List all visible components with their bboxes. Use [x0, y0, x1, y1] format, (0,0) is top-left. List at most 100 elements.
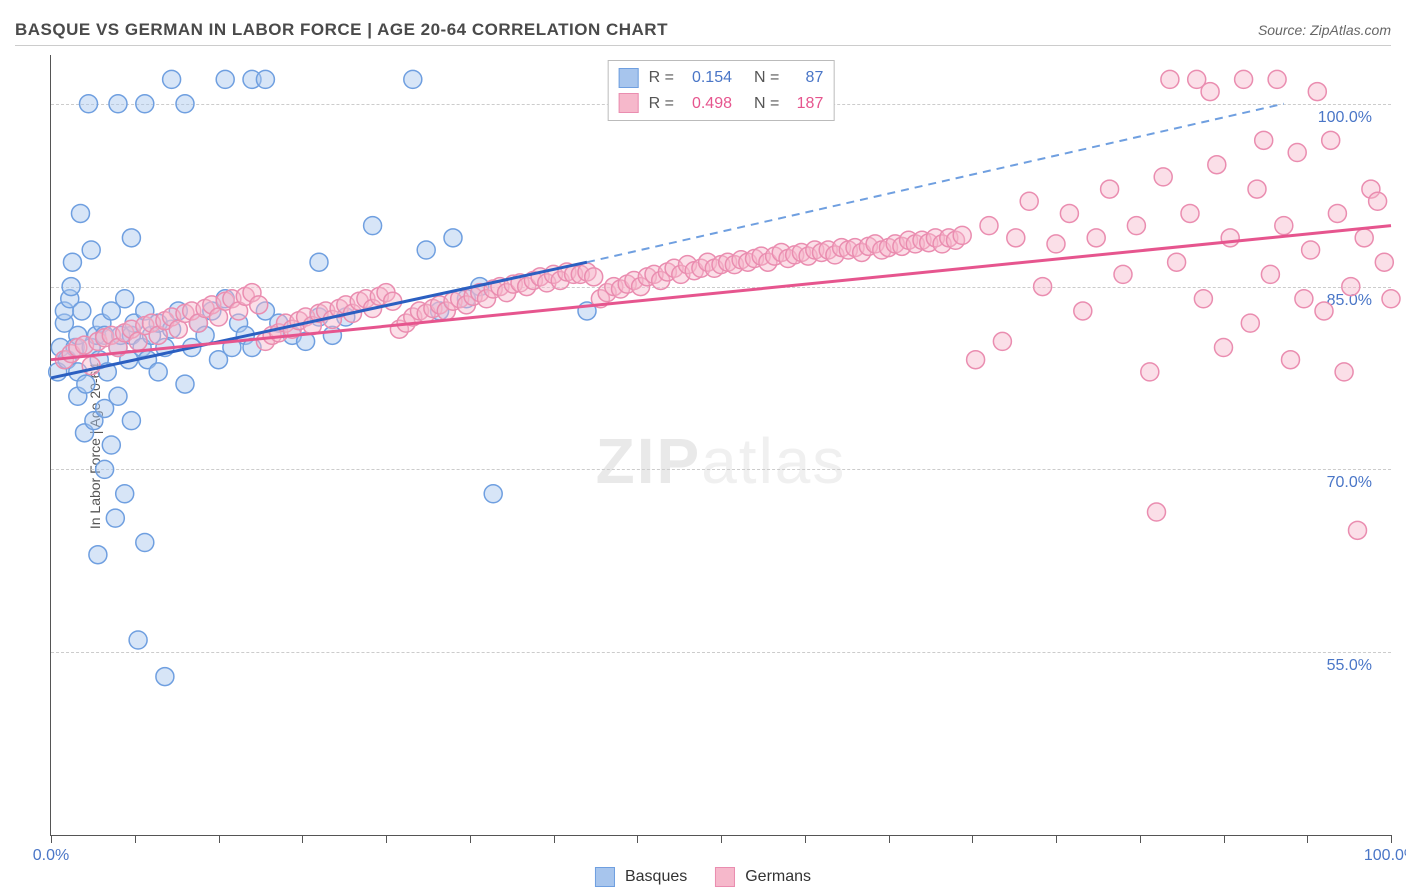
data-point — [1369, 192, 1387, 210]
x-tick — [470, 835, 471, 843]
r-value: 0.154 — [680, 65, 732, 91]
data-point — [1215, 339, 1233, 357]
data-point — [1154, 168, 1172, 186]
x-tick — [1224, 835, 1225, 843]
x-tick — [554, 835, 555, 843]
data-point — [967, 351, 985, 369]
data-point — [156, 668, 174, 686]
data-point — [96, 460, 114, 478]
data-point — [109, 387, 127, 405]
data-point — [82, 241, 100, 259]
data-point — [1268, 70, 1286, 88]
data-point — [1168, 253, 1186, 271]
data-point — [1355, 229, 1373, 247]
data-point — [1074, 302, 1092, 320]
data-point — [1322, 131, 1340, 149]
data-point — [122, 412, 140, 430]
x-tick — [805, 835, 806, 843]
data-point — [77, 375, 95, 393]
data-point — [1375, 253, 1393, 271]
data-point — [1295, 290, 1313, 308]
x-tick — [1140, 835, 1141, 843]
data-point — [993, 332, 1011, 350]
data-point — [1201, 83, 1219, 101]
data-point — [364, 217, 382, 235]
data-point — [102, 436, 120, 454]
data-point — [980, 217, 998, 235]
data-point — [1161, 70, 1179, 88]
chart-title: BASQUE VS GERMAN IN LABOR FORCE | AGE 20… — [15, 20, 668, 40]
data-point — [1101, 180, 1119, 198]
chart-container: BASQUE VS GERMAN IN LABOR FORCE | AGE 20… — [0, 0, 1406, 892]
data-point — [250, 296, 268, 314]
x-tick — [1056, 835, 1057, 843]
x-tick — [135, 835, 136, 843]
data-point — [176, 95, 194, 113]
x-tick — [721, 835, 722, 843]
n-label: N = — [754, 65, 779, 91]
data-point — [1275, 217, 1293, 235]
data-point — [1221, 229, 1239, 247]
data-point — [1007, 229, 1025, 247]
data-point — [384, 292, 402, 310]
data-point — [1235, 70, 1253, 88]
data-point — [1335, 363, 1353, 381]
data-point — [1034, 278, 1052, 296]
n-value: 187 — [785, 91, 823, 117]
data-point — [1255, 131, 1273, 149]
data-point — [1302, 241, 1320, 259]
data-point — [310, 253, 328, 271]
plot-area: ZIPatlas 55.0%70.0%85.0%100.0% R =0.154N… — [50, 55, 1391, 836]
legend-label: Basques — [625, 868, 687, 886]
legend-item: Germans — [715, 867, 811, 887]
x-tick — [302, 835, 303, 843]
data-point — [136, 534, 154, 552]
stats-row: R =0.498N =187 — [619, 91, 824, 117]
data-point — [1315, 302, 1333, 320]
data-point — [149, 363, 167, 381]
data-point — [1020, 192, 1038, 210]
data-point — [953, 226, 971, 244]
legend-label: Germans — [745, 868, 811, 886]
data-point — [116, 485, 134, 503]
data-point — [1308, 83, 1326, 101]
legend-item: Basques — [595, 867, 687, 887]
data-point — [176, 375, 194, 393]
legend-swatch — [595, 867, 615, 887]
data-point — [163, 70, 181, 88]
data-point — [1127, 217, 1145, 235]
x-tick — [889, 835, 890, 843]
data-point — [1181, 204, 1199, 222]
data-point — [1047, 235, 1065, 253]
x-tick — [51, 835, 52, 843]
title-bar: BASQUE VS GERMAN IN LABOR FORCE | AGE 20… — [15, 15, 1391, 46]
data-point — [417, 241, 435, 259]
data-point — [1208, 156, 1226, 174]
data-point — [1194, 290, 1212, 308]
data-point — [62, 278, 80, 296]
data-point — [1114, 265, 1132, 283]
data-point — [1282, 351, 1300, 369]
legend-swatch — [715, 867, 735, 887]
x-tick-label: 0.0% — [33, 847, 69, 865]
data-point — [1060, 204, 1078, 222]
data-point — [63, 253, 81, 271]
data-point — [80, 95, 98, 113]
data-point — [71, 204, 89, 222]
data-point — [1349, 521, 1367, 539]
legend: Basques Germans — [595, 867, 811, 887]
data-point — [89, 546, 107, 564]
stats-row: R =0.154N =87 — [619, 65, 824, 91]
x-tick-label: 100.0% — [1364, 847, 1406, 865]
data-point — [116, 290, 134, 308]
r-label: R = — [649, 91, 674, 117]
data-point — [1382, 290, 1400, 308]
data-point — [1248, 180, 1266, 198]
data-point — [1141, 363, 1159, 381]
source-attribution: Source: ZipAtlas.com — [1258, 22, 1391, 38]
n-label: N = — [754, 91, 779, 117]
series-swatch — [619, 93, 639, 113]
data-point — [136, 95, 154, 113]
data-point — [129, 631, 147, 649]
correlation-stats-box: R =0.154N =87R =0.498N =187 — [608, 60, 835, 121]
